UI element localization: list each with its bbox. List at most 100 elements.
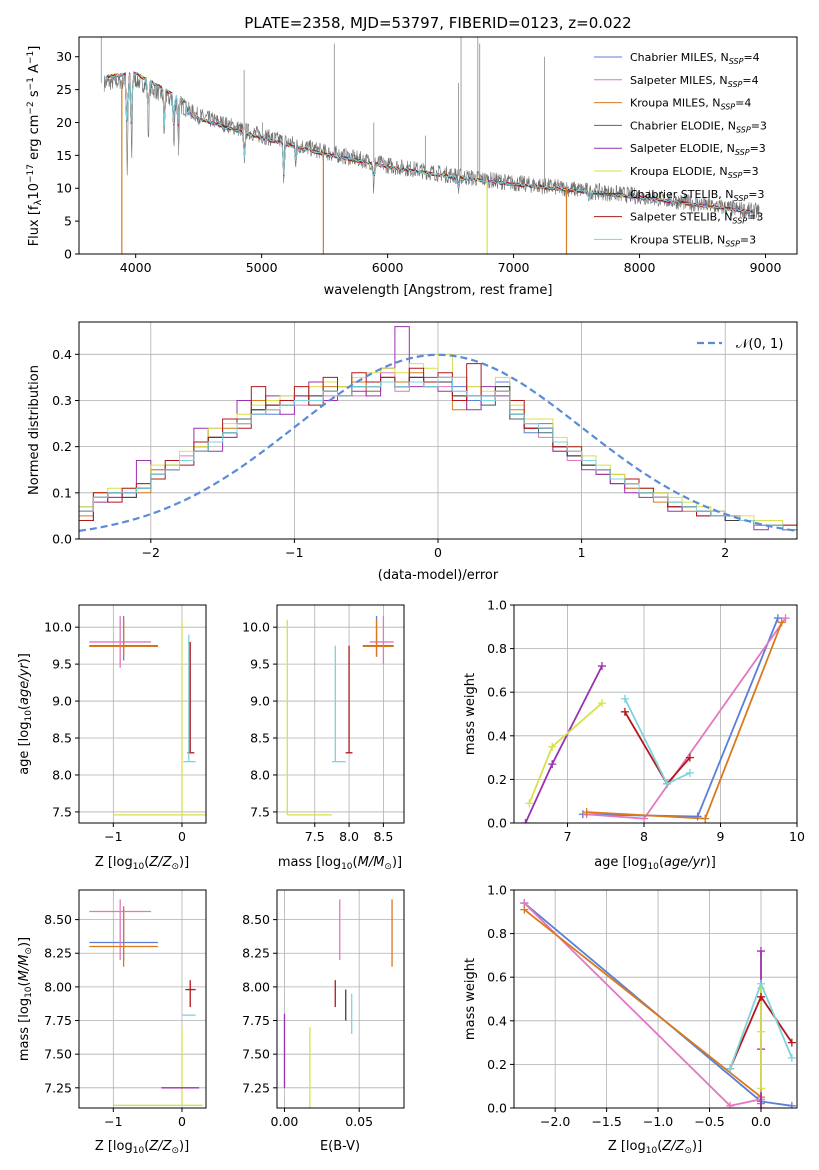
x-tick-label: 8000	[624, 260, 656, 275]
mass-weight-marker	[693, 812, 702, 821]
x-axis-label: Z [log10(Z/Z⊙)]	[608, 1139, 702, 1156]
y-tick-label: 25	[56, 82, 72, 97]
y-tick-label: 7.25	[242, 1080, 270, 1095]
mass-weight-marker	[597, 699, 606, 708]
mass-weight-marker	[548, 760, 557, 769]
residual-histogram-chart: −2 −1 0 1 2 0.0 0.1 0.2 0.3 0.4	[52, 321, 798, 560]
chart-title: PLATE=2358, MJD=53797, FIBERID=0123, z=0…	[244, 14, 631, 32]
plot-area	[89, 616, 206, 816]
age-vs-mass-chart: 7.5 8.0 8.5 7.5 8.0 8.5 9.0 9.5 10.0	[242, 604, 405, 844]
x-tick-label: 0	[178, 1114, 186, 1129]
mass-weight-marker	[787, 1101, 796, 1108]
legend-label: Chabrier MILES, NSSP=4	[630, 51, 760, 66]
x-tick-label: −1	[104, 829, 122, 844]
y-tick-label: 8.00	[44, 979, 72, 994]
histogram-step-line	[79, 376, 797, 531]
mass-weight-marker	[620, 707, 629, 716]
y-tick-label: 7.50	[44, 1047, 72, 1062]
mass-weight-marker	[701, 814, 710, 823]
legend-label: Kroupa STELIB, NSSP=3	[630, 233, 756, 248]
legend-label: Salpeter STELIB, NSSP=3	[630, 211, 763, 226]
y-tick-label: 9.5	[52, 657, 72, 672]
x-axis-label: Z [log10(Z/Z⊙)]	[95, 855, 189, 872]
mass-weight-vs-age-chart: 7 8 9 10 0.0 0.2 0.4 0.6 0.8 1.0	[487, 598, 805, 845]
mass-weight-line	[586, 622, 783, 820]
legend-label: Salpeter ELODIE, NSSP=3	[630, 142, 766, 157]
mass-weight-line	[523, 908, 762, 1104]
legend-label: 𝒩(0, 1)	[736, 337, 783, 352]
legend-label: Kroupa MILES, NSSP=4	[630, 97, 751, 112]
y-tick-label: 8.50	[44, 912, 72, 927]
mass-weight-marker	[521, 819, 530, 823]
x-tick-label: 4000	[120, 260, 152, 275]
mass-weight-marker	[548, 742, 557, 751]
y-tick-label: 8.0	[52, 767, 72, 782]
axes-border	[513, 604, 798, 824]
y-tick-label: 8.0	[250, 767, 270, 782]
y-tick-label: 15	[56, 148, 72, 163]
y-tick-label: 9.0	[52, 694, 72, 709]
legend-label: Chabrier ELODIE, NSSP=3	[630, 119, 767, 134]
x-axis-label: E(B-V)	[320, 1139, 360, 1154]
x-tick-label: 10	[789, 829, 805, 844]
axes-frame: −1 0 7.25 7.50 7.75 8.00 8.25 8.50	[44, 889, 207, 1129]
mass-weight-marker	[773, 614, 782, 623]
plot-area	[286, 616, 394, 816]
x-tick-label: 0.0	[751, 1114, 771, 1129]
y-tick-label: 0.4	[487, 728, 507, 743]
y-tick-label: 0.0	[52, 532, 72, 547]
mass-weight-line	[582, 617, 779, 818]
mass-weight-marker	[756, 979, 765, 988]
axes-frame: −2 −1 0 1 2 0.0 0.1 0.2 0.3 0.4	[52, 321, 798, 560]
mass-weight-line	[586, 617, 787, 820]
axes-frame: −2.0 −1.5 −1.0 −0.5 0.0 0.0 0.2 0.4 0.6 0.8 1.0	[487, 883, 798, 1129]
y-tick-label: 7.75	[44, 1013, 72, 1028]
y-tick-label: 10.0	[242, 620, 270, 635]
y-axis-label: mass [log10(M/M⊙)]	[17, 937, 34, 1061]
axes-frame: 4000 5000 6000 7000 8000 9000 0 5 10 15 20 25 30	[56, 36, 798, 275]
plot-area	[100, 37, 760, 254]
mass-weight-marker	[582, 808, 591, 817]
y-tick-label: 0.6	[487, 685, 507, 700]
histogram-step-line	[79, 363, 797, 526]
x-tick-label: −1.0	[643, 1114, 673, 1129]
mass-weight-marker	[756, 1027, 765, 1036]
mass-weight-marker	[662, 779, 671, 788]
mass-weight-marker	[726, 1064, 735, 1073]
y-tick-label: 1.0	[487, 598, 507, 613]
mass-weight-line	[624, 698, 691, 785]
plot-area	[89, 899, 203, 1106]
x-tick-label: 5000	[246, 260, 278, 275]
mass-weight-marker	[756, 947, 765, 956]
y-tick-label: 0.4	[487, 1013, 507, 1028]
y-tick-label: 7.50	[242, 1047, 270, 1062]
y-tick-label: 7.25	[44, 1080, 72, 1095]
x-tick-label: 8.5	[373, 829, 393, 844]
x-axis-label: age [log10(age/yr)]	[594, 855, 716, 872]
histogram-step-line	[79, 353, 797, 526]
axes-frame: 7.5 8.0 8.5 7.5 8.0 8.5 9.0 9.5 10.0	[242, 604, 405, 844]
y-tick-label: 8.5	[250, 731, 270, 746]
y-tick-label: 0.4	[52, 347, 72, 362]
x-tick-label: 8.0	[339, 829, 359, 844]
y-axis-label: mass weight	[463, 958, 478, 1040]
y-tick-label: 30	[56, 49, 72, 64]
y-tick-label: 8.5	[52, 731, 72, 746]
mass-weight-marker	[520, 905, 529, 914]
x-axis-label: (data-model)/error	[378, 568, 499, 583]
y-tick-label: 0.1	[52, 485, 72, 500]
model-spectrum-line	[105, 72, 753, 214]
y-tick-label: 8.50	[242, 912, 270, 927]
x-tick-label: −2	[142, 545, 160, 560]
y-axis-label: Normed distribution	[27, 365, 42, 495]
legend-label: Chabrier STELIB, NSSP=3	[630, 188, 764, 203]
plot-area	[79, 326, 797, 532]
y-tick-label: 1.0	[487, 883, 507, 898]
x-tick-label: −1	[285, 545, 303, 560]
x-tick-label: 7	[564, 829, 572, 844]
legend: Chabrier MILES, NSSP=4 Salpeter MILES, NS…	[594, 51, 767, 248]
mass-weight-marker	[787, 1038, 796, 1047]
mass-weight-marker	[777, 618, 786, 627]
axes-border	[78, 889, 207, 1109]
